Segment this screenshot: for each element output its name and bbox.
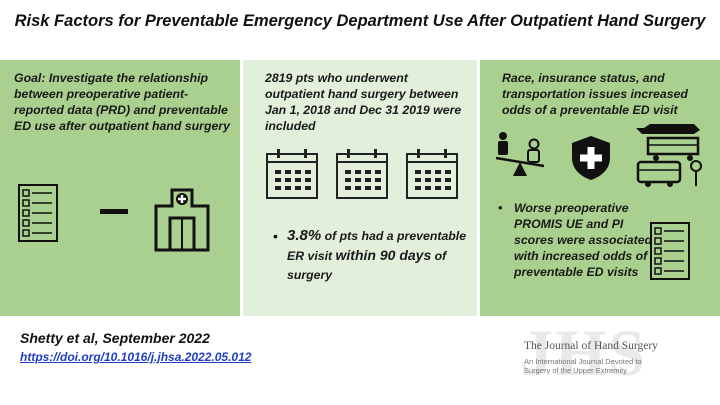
seesaw-icon bbox=[495, 132, 545, 176]
journal-tagline: An International Journal Devoted to Surg… bbox=[524, 357, 642, 375]
journal-name: The Journal of Hand Surgery bbox=[524, 340, 658, 352]
cohort-text: 2819 pts who underwent outpatient hand s… bbox=[265, 71, 462, 133]
bullet-dot: • bbox=[498, 200, 503, 215]
checklist-icon bbox=[650, 222, 690, 280]
hospital-icon bbox=[154, 188, 210, 252]
stat-end: of surgery bbox=[287, 249, 447, 282]
stat-middle: of pts had a preventable ER visit bbox=[287, 229, 467, 263]
journal-logo: JHS bbox=[520, 317, 648, 390]
findings-panel: Race, insurance status, and transportati… bbox=[480, 60, 720, 316]
stat-percent: 3.8% bbox=[287, 227, 322, 244]
finding1-text: Race, insurance status, and transportati… bbox=[502, 71, 688, 117]
goal-panel: Goal: Investigate the relationship betwe… bbox=[0, 60, 240, 316]
calendar-icon bbox=[336, 149, 388, 199]
doi-link[interactable]: https://doi.org/10.1016/j.jhsa.2022.05.0… bbox=[20, 350, 252, 364]
cohort-panel: 2819 pts who underwent outpatient hand s… bbox=[243, 60, 477, 316]
calendar-icon bbox=[266, 149, 318, 199]
finding2-text: Worse preoperative PROMIS UE and PI scor… bbox=[514, 201, 653, 279]
dash-icon bbox=[100, 209, 128, 214]
citation-author: Shetty et al, September 2022 bbox=[20, 330, 210, 346]
goal-text: Goal: Investigate the relationship betwe… bbox=[14, 71, 230, 133]
stat-text: 3.8% of pts had a preventable ER visit w… bbox=[287, 226, 467, 285]
page-title: Risk Factors for Preventable Emergency D… bbox=[14, 12, 706, 30]
bullet-dot: • bbox=[273, 228, 278, 244]
transport-icon bbox=[636, 124, 702, 187]
calendar-icon bbox=[406, 149, 458, 199]
stat-days: within 90 days bbox=[335, 247, 432, 263]
shield-cross-icon bbox=[572, 136, 610, 180]
checklist-icon bbox=[18, 184, 58, 242]
